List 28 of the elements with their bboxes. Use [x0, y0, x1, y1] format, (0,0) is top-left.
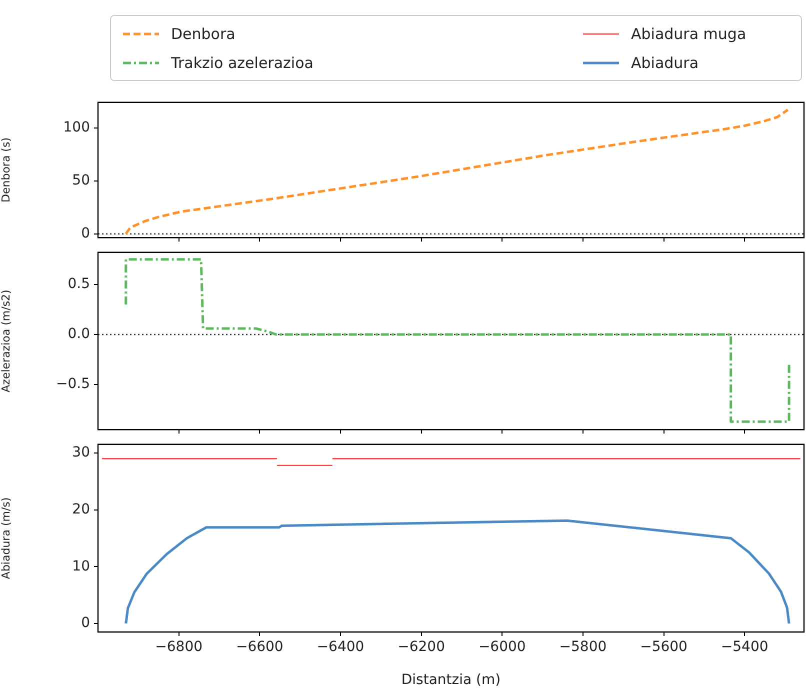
- y-tick-label: 30: [72, 444, 90, 461]
- y-axis-title: Denbora (s): [0, 138, 12, 202]
- line-series: [124, 258, 790, 423]
- y-tick-label: 0.5: [68, 276, 90, 292]
- y-tick-label: 0: [81, 615, 90, 632]
- x-tick-label: −6200: [398, 639, 445, 656]
- x-tick-label: −6800: [155, 639, 203, 656]
- line-series: [124, 108, 790, 236]
- y-tick-label: −0.5: [56, 376, 90, 392]
- x-tick-label: −5400: [720, 639, 768, 656]
- y-tick-label: 20: [72, 501, 90, 518]
- x-tick-label: −5600: [640, 639, 688, 656]
- y-tick-label: 0: [81, 226, 90, 242]
- y-tick-label: 50: [72, 172, 90, 189]
- y-axis-title: Abiadura (m/s): [0, 497, 12, 580]
- legend-label: Trakzio azelerazioa: [171, 54, 314, 72]
- x-axis-title: Distantzia (m): [401, 672, 501, 688]
- legend-label: Abiadura muga: [631, 24, 746, 42]
- y-tick-label: 100: [63, 119, 90, 136]
- x-tick-label: −6600: [236, 639, 284, 656]
- legend-label: Abiadura: [631, 54, 699, 72]
- x-tick-label: −6400: [316, 639, 364, 656]
- y-tick-label: 0.0: [68, 326, 90, 342]
- x-tick-label: −5800: [559, 639, 607, 656]
- y-tick-label: 10: [72, 558, 90, 574]
- y-axis-title: Azelerazioa (m/s2): [0, 290, 12, 392]
- legend-label: Denbora: [171, 24, 236, 42]
- x-tick-label: −6000: [478, 639, 526, 656]
